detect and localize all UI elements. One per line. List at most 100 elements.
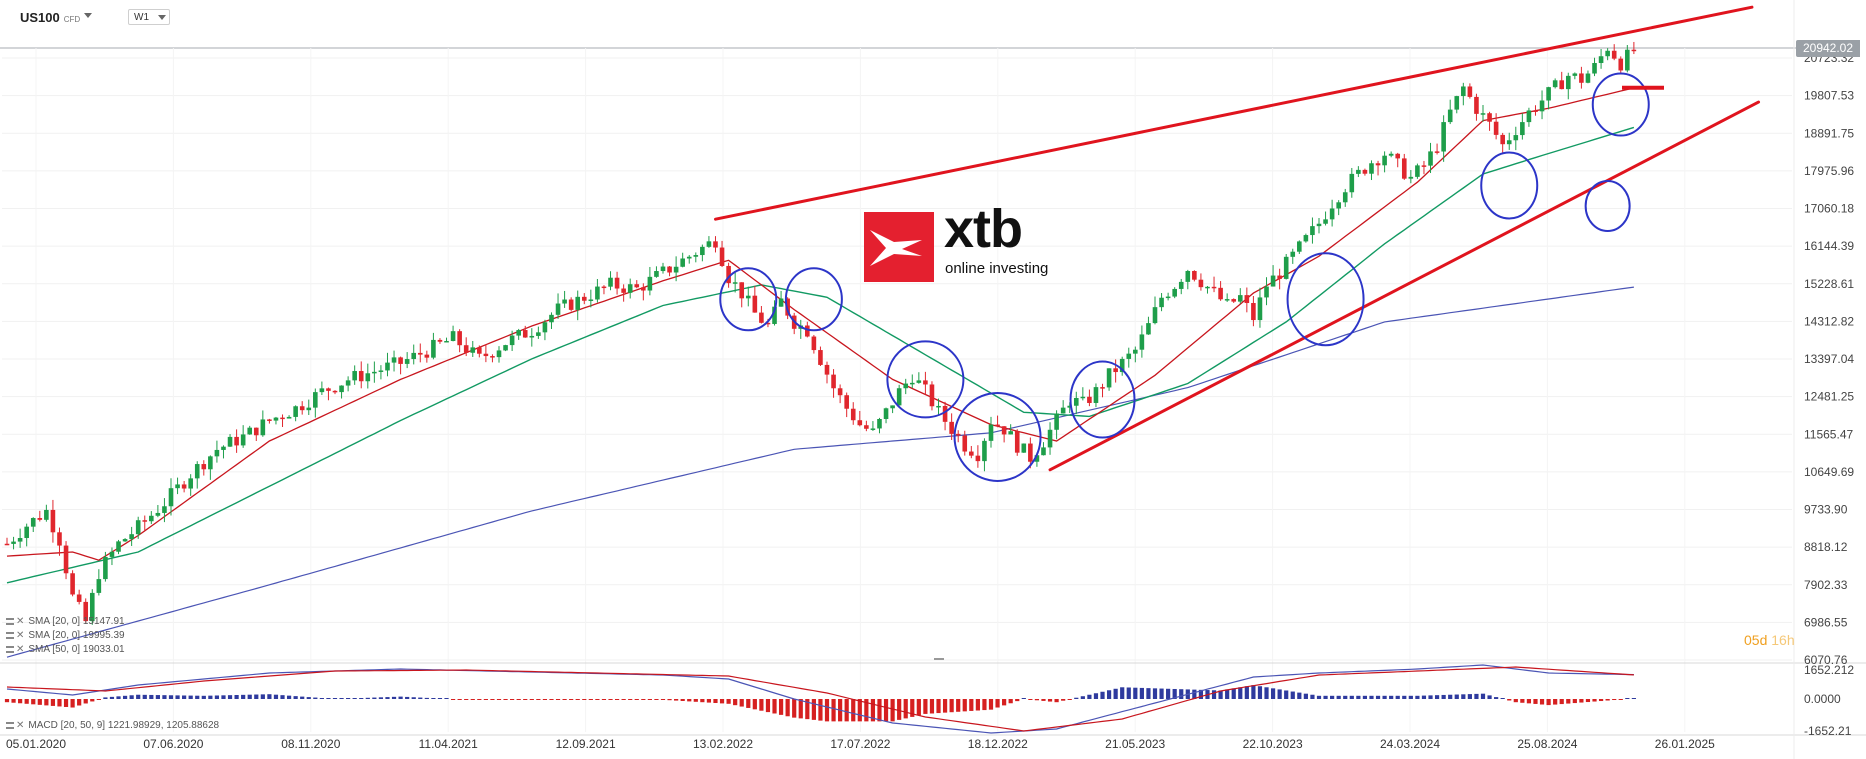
candle-bull xyxy=(385,362,390,371)
close-icon[interactable]: ✕ xyxy=(16,644,25,655)
candle-bull xyxy=(89,592,95,622)
macd-histogram-bar xyxy=(706,699,712,703)
legend-sma-mid[interactable]: ✕ SMA [50, 0] 19033.01 xyxy=(6,644,125,655)
macd-histogram-bar xyxy=(496,699,502,700)
candle-bear xyxy=(824,364,830,375)
candle-bull xyxy=(890,405,895,409)
close-icon[interactable]: ✕ xyxy=(16,720,25,731)
candle-bull xyxy=(1546,87,1551,101)
candle-bear xyxy=(601,286,607,289)
symbol-label[interactable]: US100 CFD xyxy=(20,10,80,25)
macd-histogram-bar xyxy=(385,697,390,699)
macd-histogram-bar xyxy=(247,694,252,699)
candle-bull xyxy=(1382,155,1387,166)
date-tick-label: 18.12.2022 xyxy=(968,737,1028,751)
close-icon[interactable]: ✕ xyxy=(16,630,25,641)
timeframe-value: W1 xyxy=(134,12,149,23)
candle-bull xyxy=(129,534,134,540)
candle-bull xyxy=(1067,405,1073,408)
timeframe-select[interactable]: W1 xyxy=(128,9,170,25)
macd-histogram-bar xyxy=(1625,698,1630,699)
candle-bear xyxy=(1611,50,1617,59)
macd-histogram-bar xyxy=(1349,695,1354,699)
macd-histogram-bar xyxy=(1316,695,1322,699)
legend-sma-slow[interactable]: ✕ SMA [20, 0] 15147.91 xyxy=(6,616,125,627)
candle-bull xyxy=(273,417,279,421)
symbol-dropdown-icon[interactable] xyxy=(84,13,92,18)
macd-histogram-bar xyxy=(1152,688,1158,699)
legend-sma-fast[interactable]: ✕ SMA [20, 0] 19995.39 xyxy=(6,630,125,641)
macd-histogram-bar xyxy=(424,697,429,699)
candle-bear xyxy=(818,350,823,365)
macd-histogram-bar xyxy=(995,699,1000,708)
candle-bull xyxy=(1316,223,1322,227)
xtb-logo-tagline: online investing xyxy=(945,260,1049,277)
macd-histogram-bar xyxy=(1553,699,1558,705)
settings-icon[interactable] xyxy=(6,631,14,639)
candle-bear xyxy=(995,424,1000,427)
candle-bull xyxy=(404,359,410,364)
macd-histogram-bar xyxy=(241,694,246,699)
candle-bull xyxy=(313,392,318,408)
candle-bull xyxy=(306,407,312,411)
macd-histogram-bar xyxy=(818,699,823,721)
macd-histogram-bar xyxy=(1303,693,1308,699)
macd-histogram-bar xyxy=(739,699,744,707)
price-tick-label: 6070.76 xyxy=(1804,653,1848,667)
candle-bull xyxy=(1454,96,1460,110)
settings-icon[interactable] xyxy=(6,617,14,625)
date-tick-label: 05.01.2020 xyxy=(6,737,66,751)
macd-histogram-bar xyxy=(503,699,508,700)
macd-histogram-bar xyxy=(942,699,948,713)
candle-bear xyxy=(457,331,462,346)
macd-histogram-bar xyxy=(155,695,160,699)
candle-bear xyxy=(463,345,469,353)
macd-histogram-bar xyxy=(1225,689,1230,699)
candle-bull xyxy=(391,357,397,363)
candle-bear xyxy=(667,266,672,273)
macd-histogram-bar xyxy=(746,699,751,708)
macd-histogram-bar xyxy=(293,696,298,699)
candle-bear xyxy=(83,601,89,622)
macd-histogram-bar xyxy=(1454,694,1459,699)
macd-histogram-bar xyxy=(1441,694,1446,699)
macd-histogram-bar xyxy=(37,699,42,705)
date-tick-label: 08.11.2020 xyxy=(281,737,340,751)
price-tick-label: 10649.69 xyxy=(1804,465,1854,479)
macd-histogram-bar xyxy=(1382,695,1387,699)
macd-histogram-bar xyxy=(470,699,475,700)
macd-histogram-bar xyxy=(450,699,456,700)
candle-bull xyxy=(1572,73,1578,76)
macd-histogram-bar xyxy=(431,698,436,699)
candles-layer xyxy=(4,41,1637,625)
macd-histogram-bar xyxy=(719,699,725,704)
candle-countdown: 05d 16h xyxy=(1744,632,1795,648)
settings-icon[interactable] xyxy=(6,721,14,729)
macd-histogram-bar xyxy=(136,694,141,699)
close-icon[interactable]: ✕ xyxy=(16,616,25,627)
candle-bull xyxy=(1310,226,1315,236)
macd-line xyxy=(6,664,1634,734)
candle-bull xyxy=(470,347,476,353)
candle-bull xyxy=(1415,165,1420,177)
candle-bull xyxy=(1356,169,1361,174)
macd-histogram-bar xyxy=(1231,688,1236,699)
legend-macd[interactable]: ✕ MACD [20, 50, 9] 1221.98929, 1205.88628 xyxy=(6,720,219,731)
candle-bear xyxy=(1244,295,1250,304)
macd-histogram-bar xyxy=(175,695,180,699)
settings-icon[interactable] xyxy=(6,645,14,653)
candle-bull xyxy=(149,515,154,522)
macd-histogram-bar xyxy=(601,699,607,700)
macd-histogram-bar xyxy=(844,699,849,722)
candle-bear xyxy=(837,388,843,396)
macd-histogram-bar xyxy=(1087,694,1092,699)
candle-bear xyxy=(1401,158,1407,179)
candle-bear xyxy=(1421,165,1427,167)
macd-histogram-bar xyxy=(1598,699,1604,702)
macd-histogram-bar xyxy=(359,698,364,699)
macd-histogram-bar xyxy=(116,696,121,699)
candle-bull xyxy=(673,266,679,273)
macd-histogram-bar xyxy=(1251,685,1256,699)
candle-bull xyxy=(372,371,377,374)
